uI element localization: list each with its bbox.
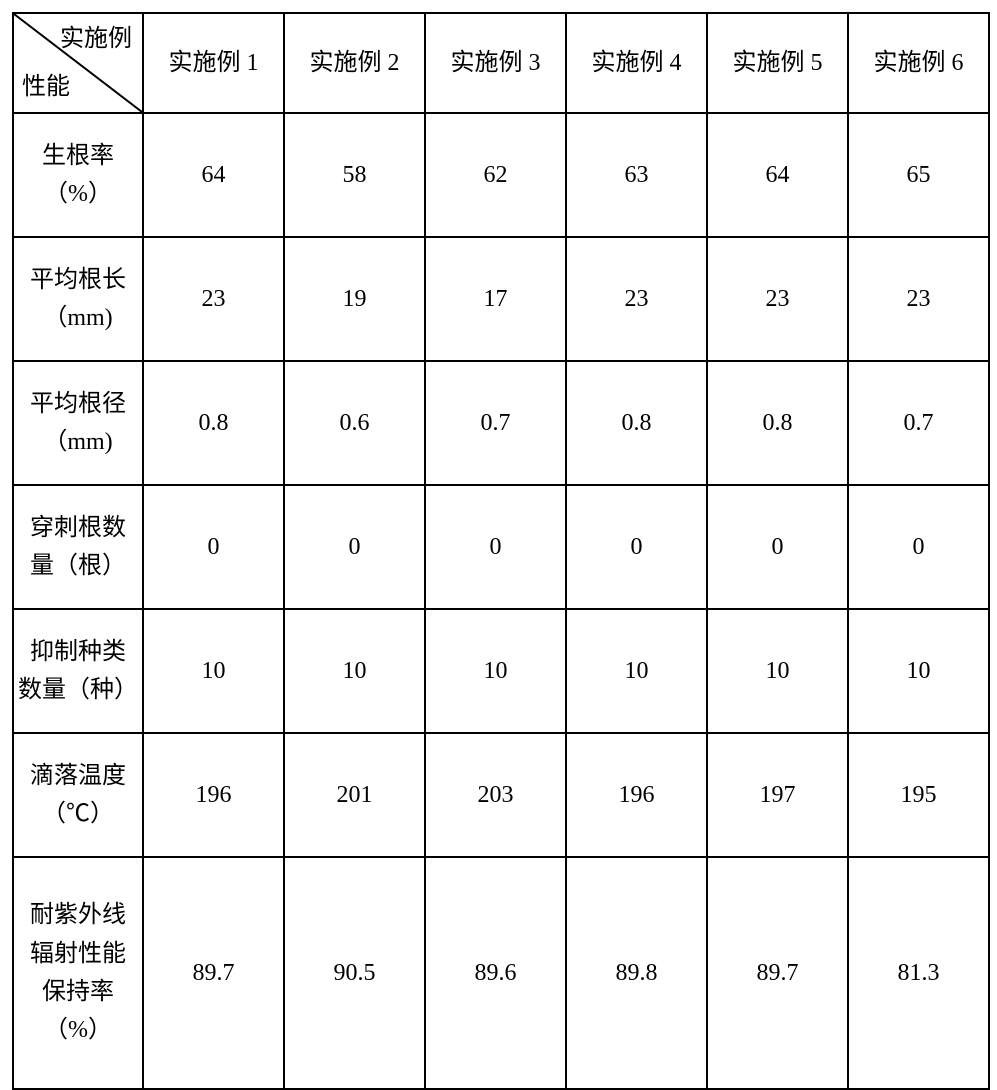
cell: 0 (143, 485, 284, 609)
header-row: 实施例 性能 实施例 1 实施例 2 实施例 3 实施例 4 实施例 5 实施例… (13, 13, 989, 113)
label-line: （mm) (43, 305, 112, 331)
cell: 23 (707, 237, 848, 361)
label-line: （%） (44, 1017, 112, 1043)
cell: 23 (848, 237, 989, 361)
cell: 90.5 (284, 857, 425, 1089)
cell: 196 (566, 733, 707, 857)
label-line: 辐射性能 (30, 941, 126, 967)
label-line: （℃） (42, 801, 114, 827)
cell: 203 (425, 733, 566, 857)
cell: 0 (425, 485, 566, 609)
row-label: 生根率 （%） (13, 113, 143, 237)
cell: 17 (425, 237, 566, 361)
cell: 10 (707, 609, 848, 733)
col-header-3: 实施例 3 (425, 13, 566, 113)
cell: 196 (143, 733, 284, 857)
label-line: （mm) (43, 429, 112, 455)
cell: 0.8 (143, 361, 284, 485)
cell: 195 (848, 733, 989, 857)
cell: 0.7 (848, 361, 989, 485)
cell: 58 (284, 113, 425, 237)
diagonal-header-cell: 实施例 性能 (13, 13, 143, 113)
row-label: 耐紫外线 辐射性能 保持率 （%） (13, 857, 143, 1089)
cell: 0.8 (566, 361, 707, 485)
cell: 23 (143, 237, 284, 361)
cell: 64 (143, 113, 284, 237)
label-line: 生根率 (42, 143, 114, 169)
cell: 0 (284, 485, 425, 609)
table-row: 穿刺根数 量（根） 0 0 0 0 0 0 (13, 485, 989, 609)
cell: 19 (284, 237, 425, 361)
cell: 197 (707, 733, 848, 857)
cell: 10 (143, 609, 284, 733)
table-row: 平均根径 （mm) 0.8 0.6 0.7 0.8 0.8 0.7 (13, 361, 989, 485)
header-bottom-label: 性能 (22, 68, 70, 106)
cell: 10 (284, 609, 425, 733)
cell: 81.3 (848, 857, 989, 1089)
cell: 0 (566, 485, 707, 609)
cell: 0 (848, 485, 989, 609)
col-header-4: 实施例 4 (566, 13, 707, 113)
table-row: 生根率 （%） 64 58 62 63 64 65 (13, 113, 989, 237)
cell: 10 (425, 609, 566, 733)
cell: 62 (425, 113, 566, 237)
cell: 0.8 (707, 361, 848, 485)
header-top-label: 实施例 (60, 20, 132, 58)
label-line: 数量（种） (18, 677, 138, 703)
col-header-1: 实施例 1 (143, 13, 284, 113)
row-label: 抑制种类 数量（种） (13, 609, 143, 733)
cell: 23 (566, 237, 707, 361)
cell: 201 (284, 733, 425, 857)
cell: 0.6 (284, 361, 425, 485)
table-row: 滴落温度 （℃） 196 201 203 196 197 195 (13, 733, 989, 857)
table-row: 平均根长 （mm) 23 19 17 23 23 23 (13, 237, 989, 361)
cell: 10 (566, 609, 707, 733)
cell: 64 (707, 113, 848, 237)
cell: 65 (848, 113, 989, 237)
cell: 0 (707, 485, 848, 609)
table-row: 抑制种类 数量（种） 10 10 10 10 10 10 (13, 609, 989, 733)
label-line: 平均根长 (30, 267, 126, 293)
label-line: 平均根径 (30, 391, 126, 417)
cell: 89.7 (707, 857, 848, 1089)
cell: 10 (848, 609, 989, 733)
table-row: 耐紫外线 辐射性能 保持率 （%） 89.7 90.5 89.6 89.8 89… (13, 857, 989, 1089)
cell: 89.8 (566, 857, 707, 1089)
row-label: 平均根径 （mm) (13, 361, 143, 485)
col-header-2: 实施例 2 (284, 13, 425, 113)
row-label: 平均根长 （mm) (13, 237, 143, 361)
label-line: 量（根） (30, 553, 126, 579)
row-label: 滴落温度 （℃） (13, 733, 143, 857)
label-line: 滴落温度 (30, 763, 126, 789)
col-header-5: 实施例 5 (707, 13, 848, 113)
label-line: （%） (44, 181, 112, 207)
data-table: 实施例 性能 实施例 1 实施例 2 实施例 3 实施例 4 实施例 5 实施例… (12, 12, 990, 1090)
label-line: 耐紫外线 (30, 902, 126, 928)
label-line: 穿刺根数 (30, 515, 126, 541)
cell: 63 (566, 113, 707, 237)
col-header-6: 实施例 6 (848, 13, 989, 113)
label-line: 保持率 (42, 979, 114, 1005)
cell: 89.7 (143, 857, 284, 1089)
label-line: 抑制种类 (30, 639, 126, 665)
cell: 89.6 (425, 857, 566, 1089)
cell: 0.7 (425, 361, 566, 485)
row-label: 穿刺根数 量（根） (13, 485, 143, 609)
